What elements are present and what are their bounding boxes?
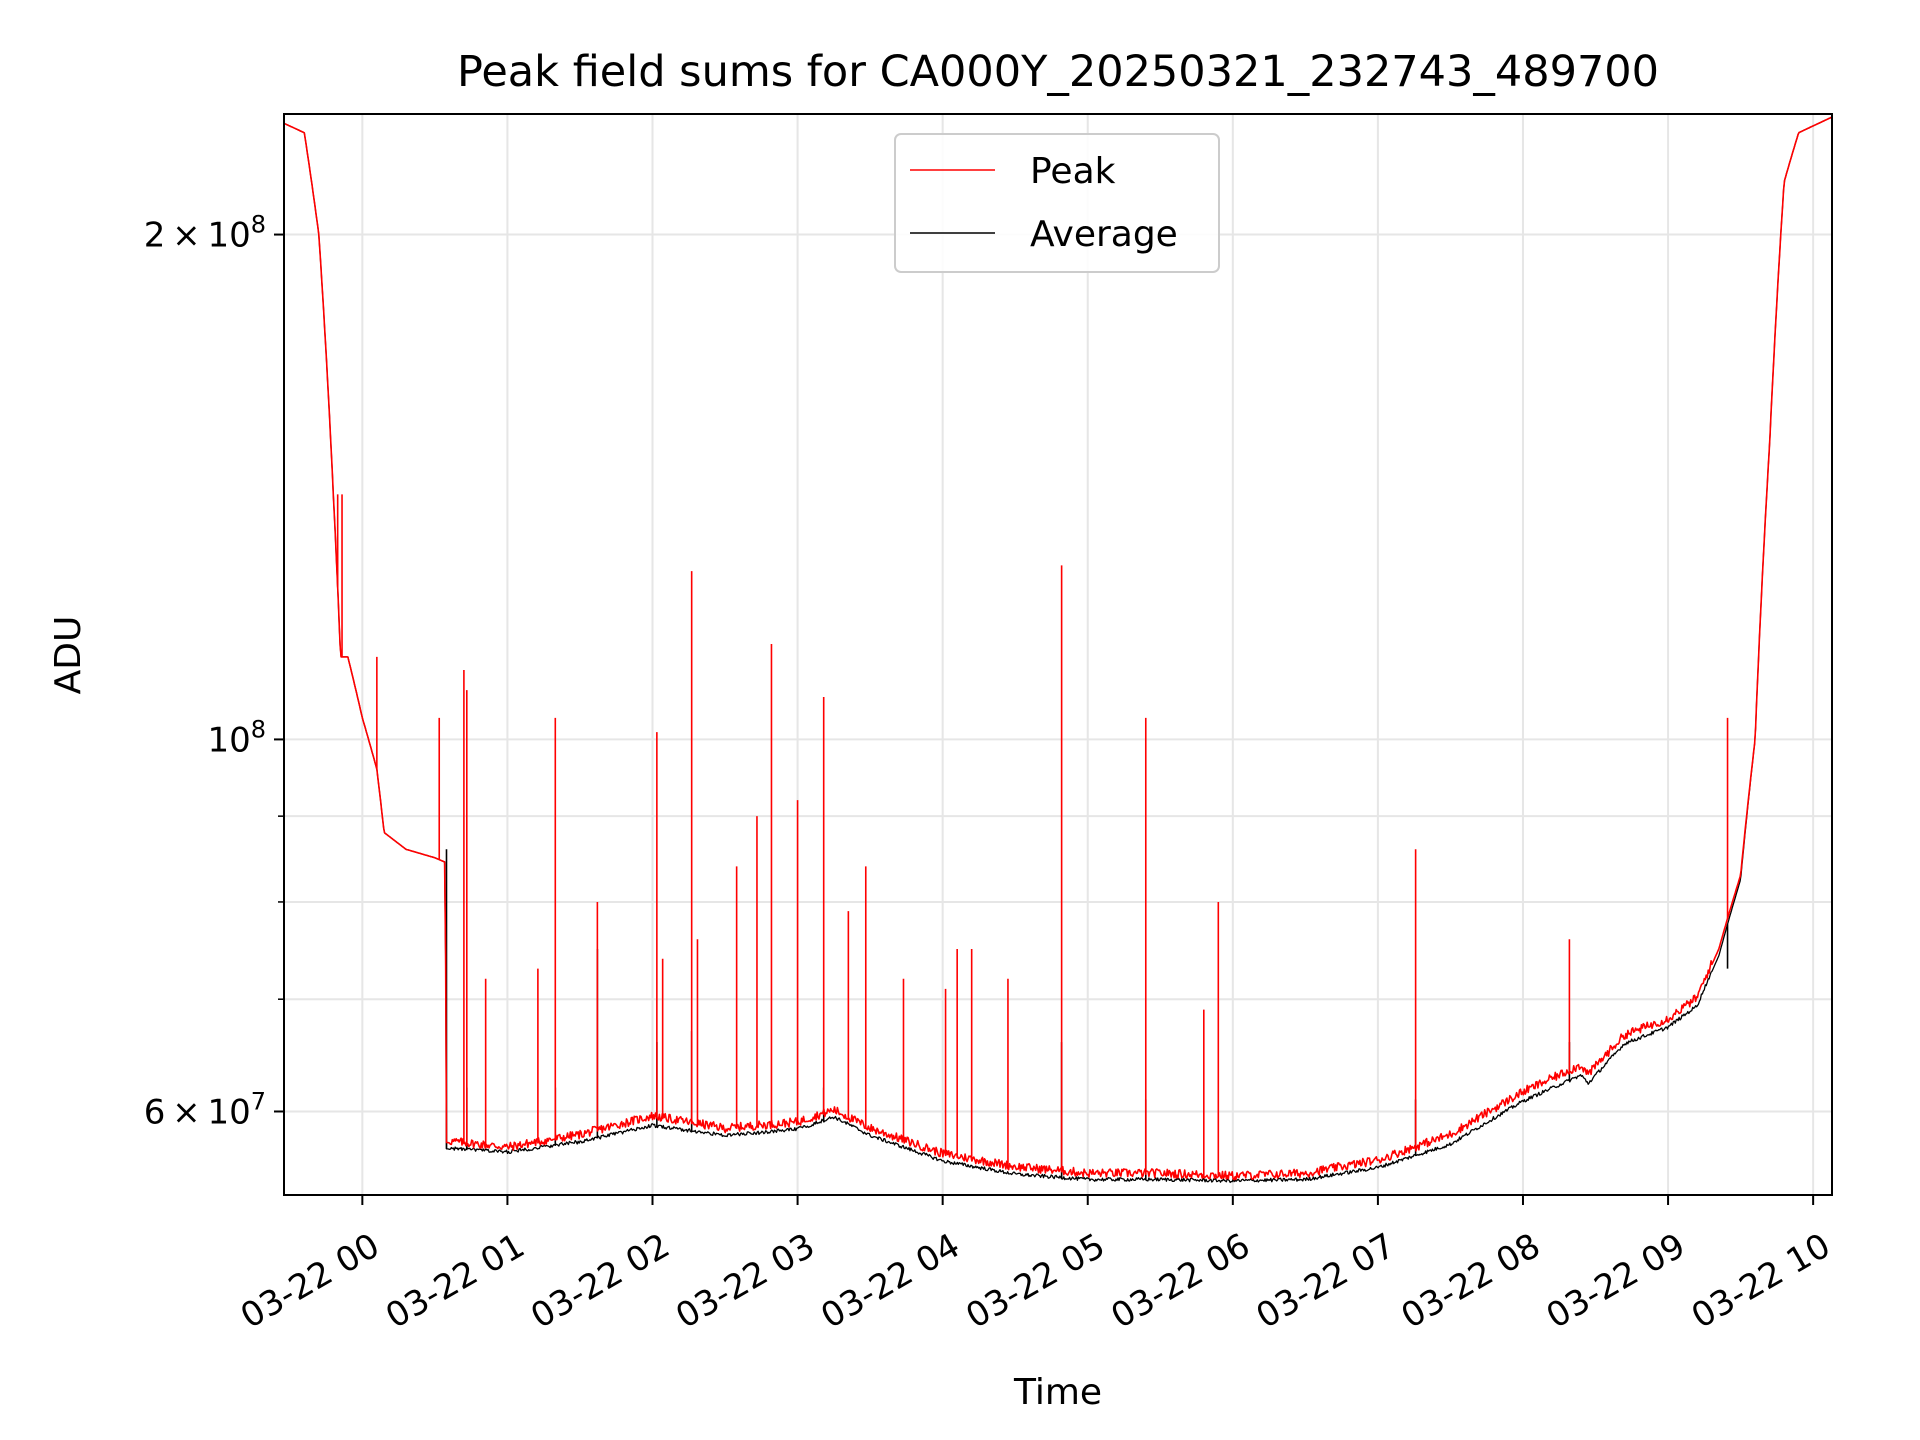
y-tick-label-times: × 10: [165, 1092, 250, 1132]
y-axis-title: ADU: [48, 616, 89, 695]
peak-series-line: [283, 116, 1833, 1181]
legend-label-average: Average: [1030, 214, 1178, 255]
y-tick-label-exponent: 8: [251, 211, 266, 239]
legend-box: [894, 133, 1220, 273]
y-tick-label-base: 6: [144, 1092, 166, 1132]
legend-label-peak: Peak: [1030, 151, 1116, 192]
y-tick-label-base: 2: [144, 216, 166, 256]
y-tick-label: 6 × 107: [144, 1087, 266, 1132]
y-tick-label: 108: [207, 715, 266, 760]
average-series-line: [283, 116, 1833, 1184]
chart-title: Peak field sums for CA000Y_20250321_2327…: [457, 47, 1659, 97]
y-tick-label-times: × 10: [165, 216, 250, 256]
y-tick-label-exponent: 7: [251, 1087, 266, 1115]
y-tick-label: 2 × 108: [144, 211, 266, 256]
plot-frame: [283, 113, 1833, 1196]
x-axis-title: Time: [1013, 1372, 1102, 1413]
y-tick-label-ten: 10: [207, 720, 250, 760]
y-tick-label-exponent: 8: [251, 715, 266, 743]
series-layer: [283, 116, 1833, 1184]
grid: [284, 114, 1832, 1195]
legend: Peak Average: [894, 133, 1220, 273]
